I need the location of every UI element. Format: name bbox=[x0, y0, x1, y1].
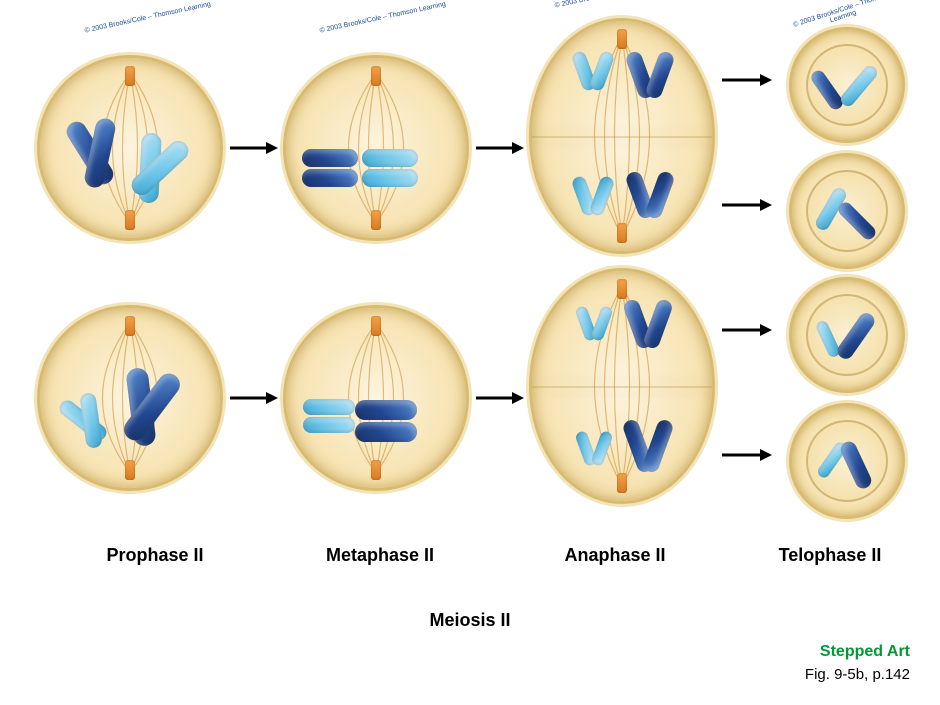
row-2 bbox=[40, 280, 902, 516]
figure-reference: Fig. 9-5b, p.142 bbox=[805, 666, 910, 683]
prophase-cell-1 bbox=[40, 58, 220, 238]
label-anaphase: Anaphase II bbox=[515, 545, 715, 566]
arrow-icon bbox=[228, 388, 278, 408]
copyright-3: © 2003 Brooks/Cole – Thomson Learning bbox=[519, 0, 716, 17]
label-metaphase: Metaphase II bbox=[280, 545, 480, 566]
arrow-icon bbox=[474, 388, 524, 408]
telophase-cells-2 bbox=[792, 280, 902, 516]
arrow-icon bbox=[720, 445, 775, 470]
row-1 bbox=[40, 30, 902, 266]
arrow-icon bbox=[228, 138, 278, 158]
anaphase-cell-2 bbox=[532, 271, 712, 501]
anaphase-cell-1 bbox=[532, 21, 712, 251]
arrow-icon bbox=[474, 138, 524, 158]
meiosis-diagram: © 2003 Brooks/Cole – Thomson Learning © … bbox=[0, 0, 940, 705]
telophase-cells-1 bbox=[792, 30, 902, 266]
daughter-cell bbox=[792, 280, 902, 390]
stepped-art-label: Stepped Art bbox=[820, 643, 910, 661]
label-prophase: Prophase II bbox=[55, 545, 255, 566]
daughter-cell bbox=[792, 156, 902, 266]
metaphase-cell-1 bbox=[286, 58, 466, 238]
arrow-icon bbox=[720, 70, 775, 95]
arrow-icon bbox=[720, 320, 775, 345]
diagram-title: Meiosis II bbox=[0, 610, 940, 631]
metaphase-cell-2 bbox=[286, 308, 466, 488]
arrow-icon bbox=[720, 195, 775, 220]
label-telophase: Telophase II bbox=[740, 545, 920, 566]
prophase-cell-2 bbox=[40, 308, 220, 488]
daughter-cell bbox=[792, 406, 902, 516]
daughter-cell bbox=[792, 30, 902, 140]
